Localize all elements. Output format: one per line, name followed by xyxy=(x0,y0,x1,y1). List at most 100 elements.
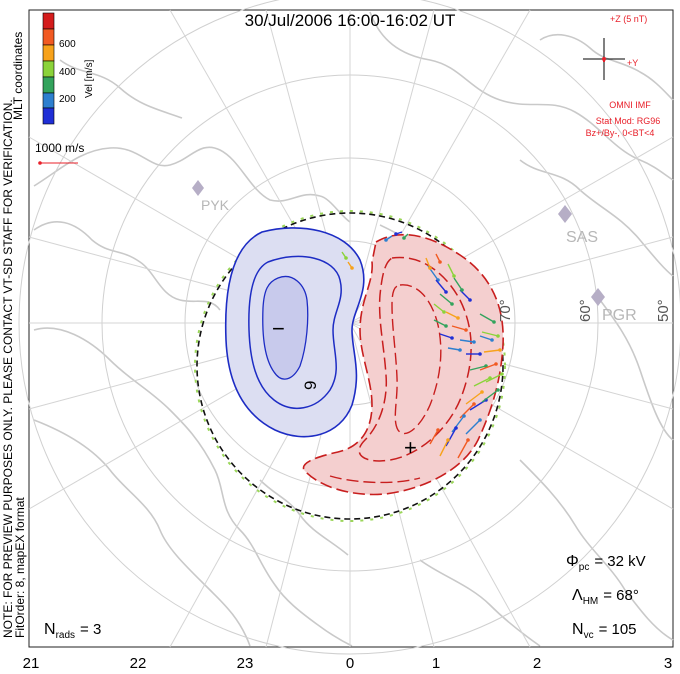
velocity-vector-origin xyxy=(394,232,398,236)
mlt-tick-22: 22 xyxy=(130,655,147,672)
scale-vector: 1000 m/s xyxy=(35,141,84,165)
contour-label: 9 xyxy=(301,381,320,390)
nrads-stat: Nrads = 3 xyxy=(44,621,101,641)
velocity-vector-origin xyxy=(402,236,406,240)
velocity-vector-origin xyxy=(350,266,354,270)
velocity-vector xyxy=(479,335,493,341)
velocity-vector-origin xyxy=(490,338,494,342)
imf-z-label: +Z (5 nT) xyxy=(610,14,647,24)
velocity-vector-origin xyxy=(478,418,482,422)
velocity-vector xyxy=(479,313,495,323)
mlt-tick-23: 23 xyxy=(237,655,254,672)
velocity-vector-origin xyxy=(472,402,476,406)
mlt-axis: 21 22 23 0 1 2 3 xyxy=(23,655,673,672)
velocity-vector-origin xyxy=(438,260,442,264)
velocity-vector xyxy=(439,293,453,305)
velocity-vector-origin xyxy=(444,324,448,328)
colorbar-tick-400: 400 xyxy=(59,67,76,78)
station-pgr-marker xyxy=(591,288,605,306)
mlt-tick-1: 1 xyxy=(432,655,440,672)
velocity-vector-origin xyxy=(436,428,440,432)
velocity-vector xyxy=(465,419,481,435)
station-pgr-label: PGR xyxy=(602,307,637,324)
velocity-vector-origin xyxy=(450,336,454,340)
stats-panel: Φpc = 32 kV ΛHM = 68° Nvc = 105 Nrads = 3 xyxy=(44,553,646,641)
velocity-vector xyxy=(429,429,439,445)
velocity-vector xyxy=(451,325,467,331)
imf-stat-mod: Stat Mod: RG96 xyxy=(596,116,661,126)
velocity-vector xyxy=(483,349,501,353)
velocity-vector-origin xyxy=(498,348,502,352)
colorbar-label: Vel [m/s] xyxy=(84,59,95,98)
lambda-hm-stat: ΛHM = 68° xyxy=(572,587,639,607)
velocity-vector-origin xyxy=(452,274,456,278)
mlt-tick-0: 0 xyxy=(346,655,354,672)
hm-boundary xyxy=(196,212,504,520)
lat-label-50: 50° xyxy=(655,299,672,322)
velocity-vector xyxy=(445,427,457,447)
velocity-vector-origin xyxy=(464,328,468,332)
hm-boundary-vectors xyxy=(194,210,506,522)
stations: PYK SAS PGR xyxy=(192,180,637,324)
velocity-vector-origin xyxy=(458,348,462,352)
velocity-vector-origin xyxy=(454,426,458,430)
lat-label-70: 70° xyxy=(497,299,514,322)
positive-cell-marker: + xyxy=(404,435,417,460)
velocity-vector-origin xyxy=(456,316,460,320)
velocity-vector xyxy=(447,263,455,277)
velocity-vector xyxy=(453,277,463,291)
velocity-vector xyxy=(451,415,465,433)
nvc-stat: Nvc = 105 xyxy=(572,621,637,641)
velocity-vector xyxy=(479,363,497,371)
imf-stat-cond: Bz+/By-, 0<BT<4 xyxy=(586,128,655,138)
velocity-vector xyxy=(435,279,447,293)
station-sas-label: SAS xyxy=(566,229,598,246)
velocity-vector-origin xyxy=(442,310,446,314)
mlt-tick-3: 3 xyxy=(664,655,672,672)
velocity-vector-origin xyxy=(428,266,432,270)
velocity-vector-origin xyxy=(496,388,500,392)
velocity-vector xyxy=(439,439,449,457)
velocity-vector xyxy=(433,303,445,313)
phi-pc-stat: Φpc = 32 kV xyxy=(566,553,646,573)
velocity-vector xyxy=(481,389,499,403)
imf-y-label: +Y xyxy=(627,58,638,68)
fitorder-note: FitOrder: 8, mapEX format xyxy=(13,497,27,638)
imf-omni-label: OMNI IMF xyxy=(609,100,651,110)
lat-label-60: 60° xyxy=(577,299,594,322)
colorbar-tick-600: 600 xyxy=(59,39,76,50)
velocity-vectors xyxy=(341,231,504,459)
preview-note: NOTE: FOR PREVIEW PURPOSES ONLY. PLEASE … xyxy=(1,99,15,638)
velocity-vector-origin xyxy=(468,298,472,302)
imf-dial: +Z (5 nT) +Y OMNI IMF Stat Mod: RG96 Bz+… xyxy=(583,14,660,138)
station-pyk-label: PYK xyxy=(201,197,230,213)
velocity-vector-origin xyxy=(478,352,482,356)
negative-cell: 9 − xyxy=(224,227,365,438)
velocity-vector-origin xyxy=(384,238,388,242)
velocity-vector xyxy=(459,339,475,343)
scale-label: 1000 m/s xyxy=(35,141,84,155)
velocity-vector-origin xyxy=(496,334,500,338)
velocity-vector-origin xyxy=(466,438,470,442)
velocity-vector-origin xyxy=(446,438,450,442)
velocity-vector-origin xyxy=(344,256,348,260)
colorbar: 600 400 200 Vel [m/s] xyxy=(42,12,95,125)
velocity-vector-origin xyxy=(460,288,464,292)
velocity-vector-origin xyxy=(450,302,454,306)
velocity-vector xyxy=(485,373,503,383)
velocity-vector-origin xyxy=(480,390,484,394)
velocity-vector xyxy=(469,365,487,371)
velocity-vector-origin xyxy=(472,340,476,344)
velocity-vector xyxy=(457,439,469,459)
velocity-vector xyxy=(473,377,491,387)
velocity-vector xyxy=(465,391,483,405)
velocity-vector xyxy=(447,347,461,351)
velocity-vector xyxy=(439,333,453,339)
negative-cell-marker: − xyxy=(272,316,285,341)
page-title: 30/Jul/2006 16:00-16:02 UT xyxy=(245,11,456,30)
velocity-vector-origin xyxy=(462,414,466,418)
mlt-coordinates-label: MLT coordinates xyxy=(11,32,25,120)
colorbar-tick-200: 200 xyxy=(59,94,76,105)
velocity-vector xyxy=(481,331,499,337)
